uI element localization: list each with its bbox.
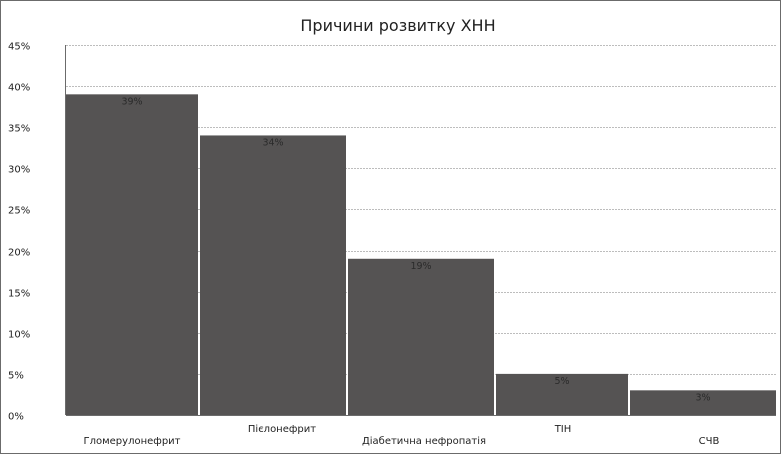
- y-tick-label: 20%: [8, 248, 30, 259]
- category-label: ТІН: [554, 424, 572, 435]
- category-label: Пієлонефрит: [248, 423, 316, 435]
- y-tick-label: 15%: [8, 289, 30, 300]
- data-label: 3%: [695, 392, 710, 403]
- data-label: 34%: [262, 137, 283, 148]
- category-label: Діабетична нефропатія: [362, 435, 486, 447]
- category-label: Гломерулонефрит: [84, 436, 181, 447]
- data-label: 19%: [410, 261, 431, 272]
- y-tick-label: 30%: [8, 165, 30, 176]
- y-axis: 0% 5% 10% 15% 20% 25% 30% 35% 40% 45%: [8, 42, 776, 423]
- data-label: 39%: [121, 96, 142, 107]
- y-tick-label: 0%: [8, 412, 24, 423]
- bar: [496, 373, 628, 415]
- bar: [66, 94, 198, 415]
- data-labels: 39% 34% 19% 5% 3%: [121, 96, 710, 403]
- y-tick-label: 35%: [8, 124, 30, 135]
- chart-title: Причини розвитку ХНН: [300, 16, 495, 35]
- bar: [200, 135, 346, 415]
- x-axis: Гломерулонефрит Пієлонефрит Діабетична неф…: [84, 423, 720, 447]
- bar: [348, 258, 494, 415]
- y-tick-label: 45%: [8, 42, 30, 53]
- bar: [630, 390, 776, 415]
- y-tick-label: 25%: [8, 206, 30, 217]
- y-tick-label: 40%: [8, 83, 30, 94]
- y-tick-label: 10%: [8, 330, 30, 341]
- y-tick-label: 5%: [8, 371, 24, 382]
- category-label: СЧВ: [699, 436, 720, 447]
- bars: [66, 94, 776, 415]
- data-label: 5%: [554, 376, 569, 387]
